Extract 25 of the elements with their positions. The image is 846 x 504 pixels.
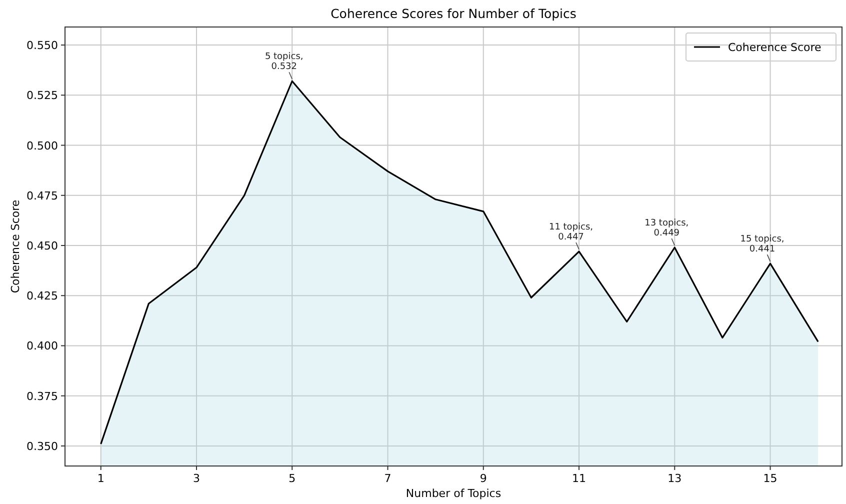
x-tick-label: 15	[763, 472, 778, 485]
y-tick-label: 0.450	[26, 240, 58, 252]
x-axis-title: Number of Topics	[406, 487, 502, 500]
x-tick-label: 3	[192, 472, 200, 485]
chart-title: Coherence Scores for Number of Topics	[330, 6, 576, 21]
y-tick-label: 0.525	[26, 89, 58, 102]
annotation: 5 topics, 0.532	[264, 52, 304, 72]
x-tick-label: 5	[288, 472, 296, 485]
x-tick-label: 13	[668, 472, 682, 485]
x-tick-label: 9	[480, 472, 487, 485]
legend-label: Coherence Score	[728, 41, 822, 54]
annotation: 13 topics, 0.449	[644, 218, 689, 238]
x-tick-label: 1	[97, 472, 104, 485]
y-tick-label: 0.425	[26, 290, 58, 303]
y-axis-title: Coherence Score	[9, 200, 22, 294]
y-tick-label: 0.375	[26, 390, 58, 403]
x-tick-label: 7	[384, 472, 392, 485]
y-tick-label: 0.500	[26, 139, 58, 152]
y-tick-label: 0.350	[26, 440, 58, 453]
annotation: 15 topics, 0.441	[740, 234, 784, 255]
annotation: 11 topics, 0.447	[548, 222, 594, 243]
x-tick-label: 11	[572, 472, 586, 485]
y-tick-label: 0.400	[26, 340, 58, 353]
y-tick-label: 0.550	[26, 39, 58, 52]
y-tick-label: 0.475	[26, 189, 58, 202]
